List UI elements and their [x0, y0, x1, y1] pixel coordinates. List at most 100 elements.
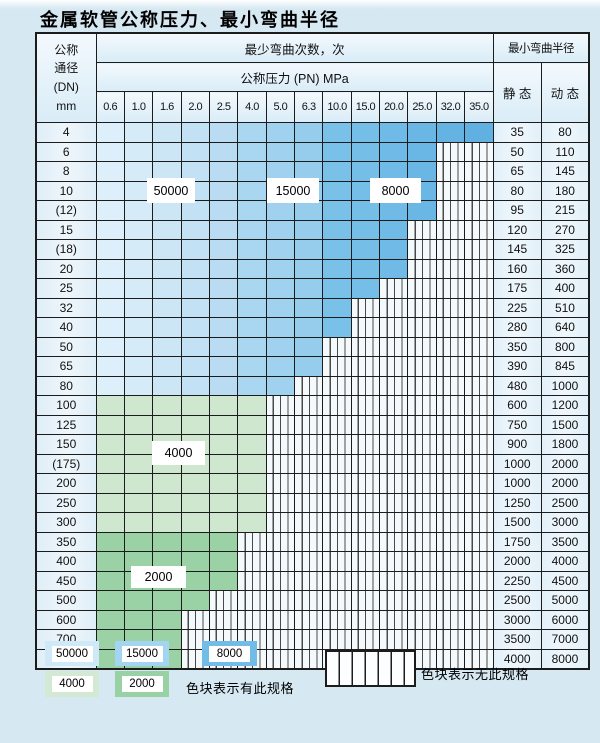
spec-cell-unavailable [464, 161, 494, 182]
spec-cell-unavailable [350, 590, 381, 611]
spec-cell-available [152, 278, 182, 299]
spec-cell-available [95, 375, 125, 396]
legend-swatch-8000: 8000 [202, 641, 257, 666]
spec-cell-available [95, 278, 125, 299]
spec-cell-unavailable [464, 453, 494, 474]
dynamic-radius-cell: 1800 [540, 434, 590, 455]
pressure-col-header: 4.0 [237, 91, 267, 123]
spec-cell-unavailable [322, 570, 352, 591]
spec-cell-available [322, 278, 352, 299]
spec-cell-unavailable [407, 434, 437, 455]
spec-cell-available [208, 239, 239, 260]
spec-cell-available [294, 297, 324, 318]
static-radius-cell: 900 [492, 434, 542, 455]
table-row: 400 2000 4000 [35, 551, 590, 572]
spec-cell-unavailable [464, 200, 494, 221]
spec-cell-unavailable [350, 395, 381, 416]
spec-cell-available [95, 317, 125, 338]
spec-cell-unavailable [435, 473, 466, 494]
spec-cell-available [152, 336, 182, 357]
spec-cell-unavailable [350, 375, 381, 396]
spec-cell-available [265, 375, 296, 396]
spec-cell-available [208, 473, 239, 494]
spec-cell-available [95, 180, 125, 201]
dynamic-radius-cell: 360 [540, 258, 590, 279]
spec-cell-available [350, 141, 381, 162]
spec-cell-available [208, 278, 239, 299]
static-radius-cell: 2500 [492, 590, 542, 611]
overlay-label-8000: 8000 [370, 178, 421, 203]
spec-cell-available [208, 395, 239, 416]
spec-cell-available [265, 317, 296, 338]
spec-cell-unavailable [407, 258, 437, 279]
spec-cell-available [237, 434, 267, 455]
spec-cell-available [95, 434, 125, 455]
spec-cell-available [123, 434, 154, 455]
spec-cell-unavailable [464, 434, 494, 455]
spec-cell-unavailable [294, 609, 324, 630]
spec-cell-unavailable [322, 531, 352, 552]
spec-cell-unavailable [435, 395, 466, 416]
pressure-values-row: 0.6 1.0 1.6 2.0 2.5 4.0 5.0 6.3 10.0 15.0 20.0 25.0… [36, 91, 589, 123]
spec-cell-available [322, 219, 352, 240]
spec-cell-unavailable [322, 356, 352, 377]
spec-cell-unavailable [322, 453, 352, 474]
spec-cell-unavailable [322, 512, 352, 533]
spec-cell-unavailable [208, 590, 239, 611]
overlay-label-50000: 50000 [147, 178, 195, 203]
spec-cell-available [123, 200, 154, 221]
pressure-col-header: 15.0 [350, 91, 381, 123]
spec-cell-available [237, 278, 267, 299]
spec-cell-unavailable [294, 590, 324, 611]
spec-cell-unavailable [350, 531, 381, 552]
dynamic-radius-cell: 510 [540, 297, 590, 318]
spec-cell-available [123, 317, 154, 338]
spec-cell-available [152, 473, 182, 494]
spec-cell-available [294, 336, 324, 357]
spec-cell-available [95, 336, 125, 357]
dn-value-cell: 25 [35, 278, 97, 299]
spec-cell-unavailable [294, 434, 324, 455]
spec-cell-available [123, 453, 154, 474]
spec-cell-unavailable [407, 375, 437, 396]
spec-cell-unavailable [322, 434, 352, 455]
pressure-col-header: 25.0 [407, 91, 437, 123]
page-title: 金属软管公称压力、最小弯曲半径 [40, 10, 340, 30]
spec-cell-available [95, 219, 125, 240]
spec-cell-available [123, 375, 154, 396]
static-radius-cell: 225 [492, 297, 542, 318]
spec-cell-unavailable [379, 629, 409, 650]
static-radius-cell: 175 [492, 278, 542, 299]
dn-value-cell: 100 [35, 395, 97, 416]
spec-cell-available [123, 356, 154, 377]
spec-cell-unavailable [350, 297, 381, 318]
spec-cell-unavailable [407, 356, 437, 377]
dynamic-radius-cell: 845 [540, 356, 590, 377]
spec-cell-unavailable [294, 375, 324, 396]
dn-value-cell: 600 [35, 609, 97, 630]
spec-cell-available [265, 356, 296, 377]
dynamic-radius-cell: 145 [540, 161, 590, 182]
dn-value-cell: 300 [35, 512, 97, 533]
legend-hatch-box [325, 650, 416, 687]
spec-cell-available [237, 239, 267, 260]
spec-cell-available [237, 492, 267, 513]
spec-cell-unavailable [294, 512, 324, 533]
spec-cell-unavailable [265, 648, 296, 670]
spec-cell-available [208, 200, 239, 221]
spec-cell-available [237, 336, 267, 357]
table-row: 40 280 640 [35, 317, 590, 338]
dn-value-cell: 200 [35, 473, 97, 494]
spec-cell-unavailable [294, 570, 324, 591]
spec-cell-unavailable [407, 551, 437, 572]
spec-cell-available [152, 297, 182, 318]
spec-cell-unavailable [265, 512, 296, 533]
legend-note-unavailable: 色块表示无此规格 [421, 667, 530, 682]
spec-cell-available [123, 336, 154, 357]
spec-cell-available [180, 414, 210, 435]
spec-cell-available [237, 258, 267, 279]
dn-value-cell: 65 [35, 356, 97, 377]
dn-value-cell: 40 [35, 317, 97, 338]
static-radius-cell: 3000 [492, 609, 542, 630]
